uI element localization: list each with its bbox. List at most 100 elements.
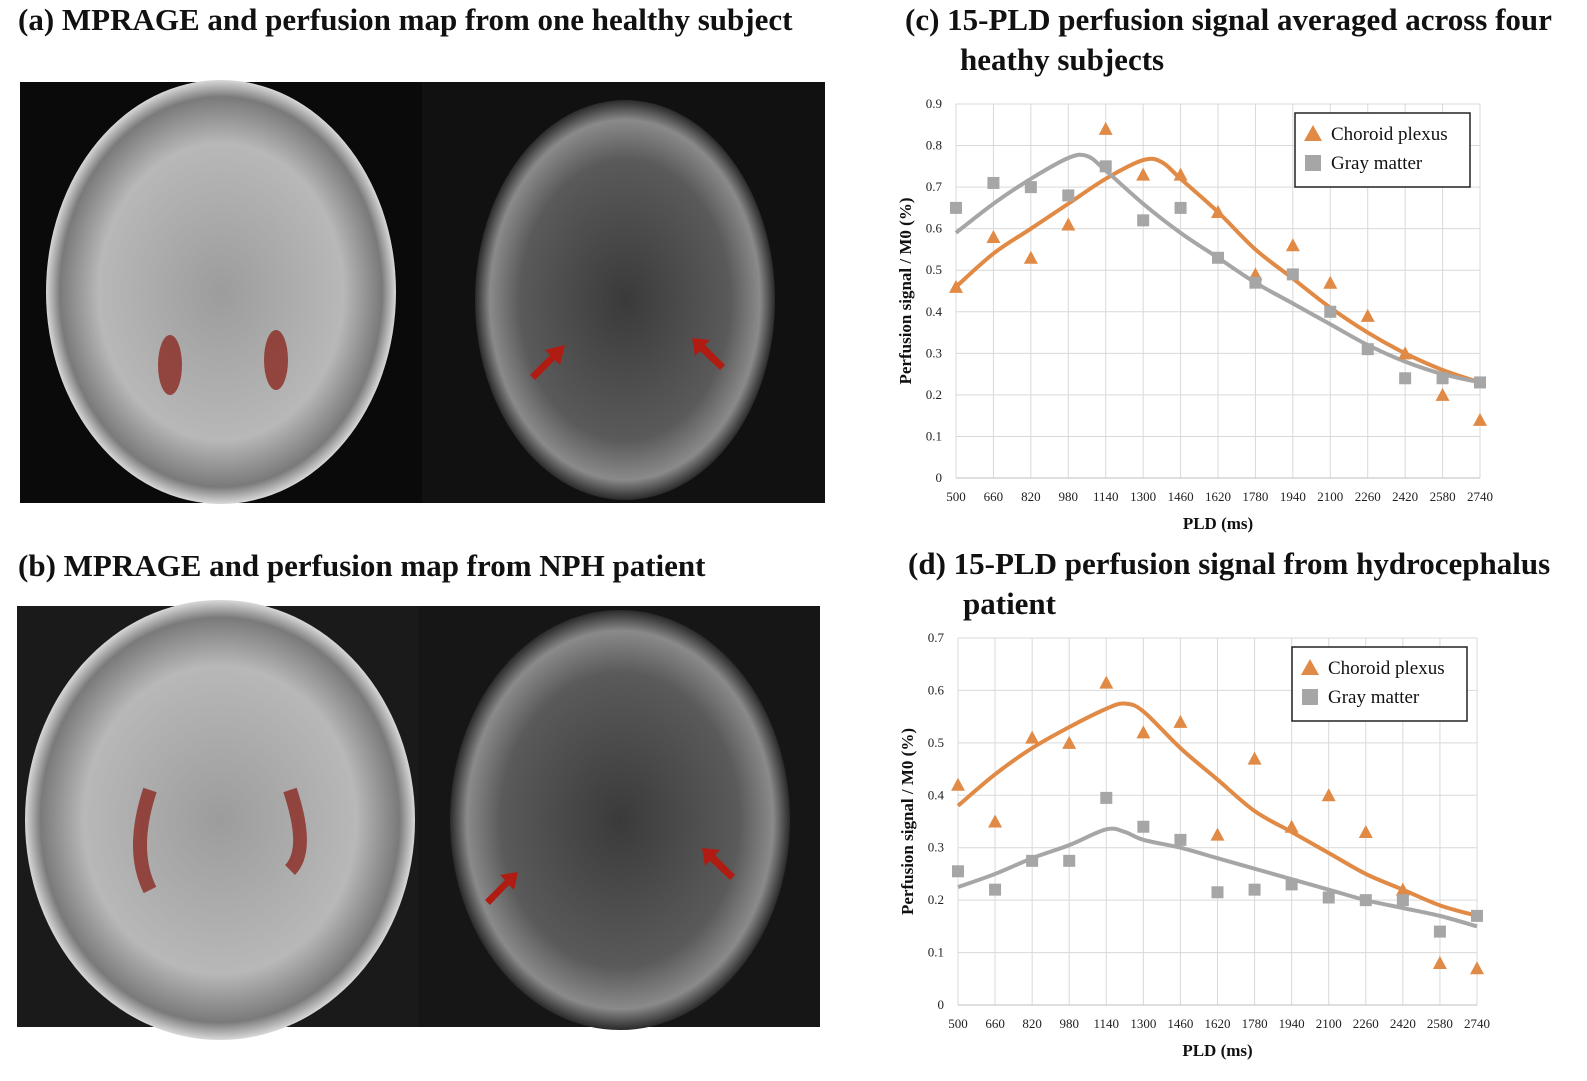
brain: [25, 600, 415, 1040]
point: [1248, 883, 1261, 896]
x-tick-label: 2420: [1390, 1016, 1416, 1031]
point: [1399, 372, 1412, 385]
point: [1210, 827, 1225, 841]
point: [1470, 961, 1484, 975]
fit-line: [956, 701, 1478, 918]
y-tick-label: 0.3: [926, 345, 942, 360]
x-tick-label: 1780: [1242, 1016, 1268, 1031]
legend-label: Choroid plexus: [1331, 124, 1448, 145]
x-tick-label: 1780: [1242, 489, 1268, 504]
x-tick-label: 1300: [1130, 1016, 1156, 1031]
x-tick-label: 1300: [1130, 489, 1156, 504]
point: [1360, 308, 1375, 322]
y-tick-label: 0.4: [926, 304, 943, 319]
legend-marker: [1304, 125, 1322, 141]
point: [1321, 788, 1336, 802]
fit-line: [954, 152, 1481, 385]
x-tick-label: 820: [1022, 1016, 1042, 1031]
point: [1137, 820, 1150, 833]
point: [1098, 121, 1113, 135]
y-tick-label: 0.8: [926, 138, 942, 153]
point: [987, 176, 1000, 189]
fit-line: [957, 826, 1478, 929]
legend-marker: [1302, 689, 1318, 705]
y-tick-label: 0.6: [928, 682, 945, 697]
y-tick-label: 0.7: [928, 630, 945, 645]
x-tick-label: 980: [1059, 1016, 1079, 1031]
x-tick-label: 1620: [1205, 489, 1231, 504]
x-tick-label: 1460: [1168, 489, 1194, 504]
y-tick-label: 0: [938, 997, 945, 1012]
point: [1025, 730, 1040, 744]
point: [1285, 878, 1298, 891]
point: [1061, 217, 1076, 231]
legend-marker: [1301, 659, 1319, 675]
point: [1433, 925, 1446, 938]
point: [1174, 201, 1187, 214]
y-tick-label: 0.5: [928, 735, 944, 750]
x-tick-label: 500: [948, 1016, 968, 1031]
legend-label: Choroid plexus: [1328, 658, 1445, 679]
point: [1324, 305, 1337, 318]
point: [989, 883, 1002, 896]
y-tick-label: 0.1: [926, 428, 942, 443]
y-tick-label: 0: [936, 470, 943, 485]
x-tick-label: 660: [984, 489, 1004, 504]
roi: [133, 787, 157, 894]
y-tick-label: 0.1: [928, 945, 944, 960]
point: [1322, 891, 1335, 904]
x-tick-label: 1140: [1093, 489, 1119, 504]
point: [1137, 214, 1150, 227]
x-tick-label: 1140: [1094, 1016, 1120, 1031]
point: [1100, 791, 1113, 804]
point: [1026, 854, 1039, 867]
y-tick-label: 0.2: [926, 387, 942, 402]
x-tick-label: 2420: [1392, 489, 1418, 504]
x-tick-label: 2580: [1427, 1016, 1453, 1031]
x-tick-label: 660: [985, 1016, 1005, 1031]
y-tick-label: 0.3: [928, 840, 944, 855]
arrow: [692, 338, 725, 370]
point: [1136, 167, 1151, 181]
point: [1136, 725, 1151, 739]
x-tick-label: 2100: [1316, 1016, 1342, 1031]
y-axis-label: Perfusion signal / M0 (%): [898, 728, 917, 915]
point: [1358, 824, 1373, 838]
roi: [264, 330, 288, 390]
point: [1396, 894, 1409, 907]
point: [1024, 181, 1037, 194]
point: [1099, 675, 1114, 689]
y-tick-label: 0.7: [926, 179, 943, 194]
point: [1435, 387, 1450, 401]
arrow: [530, 345, 565, 380]
point: [1211, 886, 1224, 899]
x-tick-label: 980: [1059, 489, 1079, 504]
panel-title: (a) MPRAGE and perfusion map from one he…: [18, 2, 793, 37]
point: [1023, 250, 1038, 264]
fit-line: [954, 156, 1481, 385]
chart-title: (c) 15-PLD perfusion signal averaged acr…: [905, 2, 1552, 77]
point: [1436, 372, 1449, 385]
arrow: [485, 872, 518, 905]
roi: [158, 335, 182, 395]
point: [1286, 268, 1299, 281]
point: [1212, 251, 1224, 264]
panel-title: (b) MPRAGE and perfusion map from NPH pa…: [18, 548, 706, 583]
point: [1063, 854, 1076, 867]
point: [1173, 167, 1188, 181]
point: [1173, 714, 1188, 728]
y-tick-label: 0.9: [926, 96, 942, 111]
legend-label: Gray matter: [1328, 687, 1420, 708]
point: [1359, 894, 1372, 907]
point: [988, 814, 1003, 828]
point: [1323, 275, 1338, 289]
point: [1473, 412, 1487, 426]
point: [951, 777, 965, 791]
chart-title: (d) 15-PLD perfusion signal from hydroce…: [908, 546, 1551, 621]
y-tick-label: 0.6: [926, 221, 943, 236]
x-tick-label: 2740: [1467, 489, 1493, 504]
x-tick-label: 2260: [1353, 1016, 1379, 1031]
x-tick-label: 1460: [1167, 1016, 1193, 1031]
y-tick-label: 0.4: [928, 787, 945, 802]
